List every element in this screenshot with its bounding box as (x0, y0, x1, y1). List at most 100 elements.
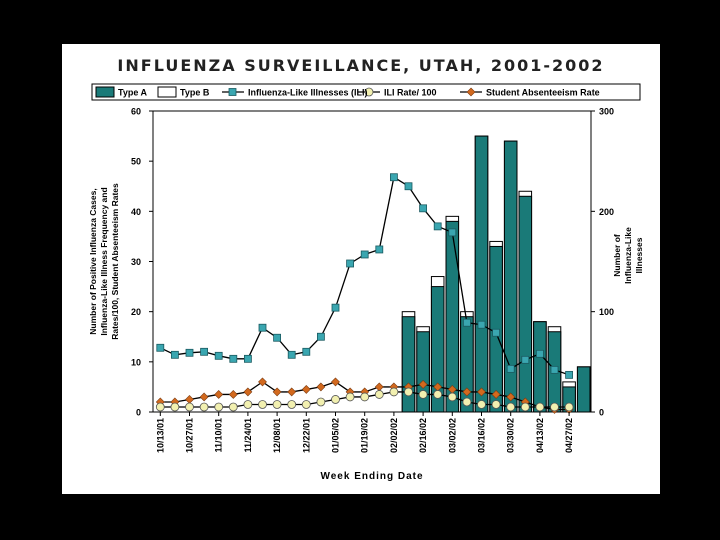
y-left-tick-label: 20 (131, 307, 141, 317)
y-left-tick-label: 10 (131, 357, 141, 367)
y-left-axis-label-line: Rates/100, Student Absenteeism Rates (110, 183, 120, 340)
ili-point (492, 328, 501, 337)
x-tick-label: 03/16/02 (477, 418, 487, 453)
ili-rate-point (316, 397, 326, 407)
ili-point (156, 343, 165, 352)
x-tick-label: 04/27/02 (564, 418, 574, 453)
legend-label: Student Absenteeism Rate (486, 88, 600, 98)
ili-point (448, 228, 457, 237)
absenteeism-point (301, 385, 311, 394)
y-right-axis-label-line: Illnesses (634, 237, 644, 273)
y-right-tick-label: 100 (599, 307, 614, 317)
bar-type-a (518, 195, 533, 413)
ili-rate-point (228, 402, 238, 412)
ili-rate-point (155, 402, 165, 412)
ili-point (506, 364, 515, 373)
x-tick-label: 01/05/02 (331, 418, 341, 453)
ili-rate-point (331, 395, 340, 404)
ili-point (550, 365, 559, 374)
ili-rate-point (360, 392, 370, 402)
x-tick-label: 11/10/01 (214, 418, 224, 453)
ili-rate-point (345, 392, 355, 402)
x-axis-label: Week Ending Date (320, 471, 423, 482)
ili-rate-point (170, 402, 180, 412)
bar-type-a (416, 331, 430, 413)
ili-point (287, 350, 296, 359)
x-tick-label: 04/13/02 (535, 418, 545, 453)
y-left-tick-label: 40 (131, 207, 141, 217)
ili-rate-point (418, 390, 428, 399)
absenteeism-point (462, 387, 472, 397)
ili-rate-point (199, 402, 209, 412)
y-right-axis-label: Number of Influenza-Like Illnesses (612, 227, 644, 284)
ili-point (565, 370, 574, 379)
ili-point (346, 259, 355, 268)
ili-rate-point (301, 400, 311, 409)
ili-rate-point (389, 387, 399, 397)
x-tick-label: 02/02/02 (389, 418, 399, 453)
bar-type-a (430, 286, 445, 413)
absenteeism-point (331, 377, 340, 387)
ili-rate-point (462, 397, 472, 407)
ili-rate-point (243, 400, 253, 409)
x-tick-label: 11/24/01 (243, 418, 253, 453)
y-left-axis-label: Number of Positive Influenza Cases, Influ… (88, 183, 120, 340)
ili-rate-point (564, 402, 574, 412)
chart-title: INFLUENZA SURVEILLANCE, UTAH, 2001-2002 (117, 56, 605, 75)
x-tick-label: 02/16/02 (418, 418, 428, 453)
ili-point (214, 351, 223, 360)
ili-point (419, 204, 428, 213)
absenteeism-point (477, 387, 486, 397)
ili-point (462, 318, 471, 327)
bar-type-a (576, 366, 591, 413)
ili-rate-point (404, 387, 413, 397)
ili-rate-point (258, 400, 267, 409)
ili-point (273, 333, 282, 342)
ili-rate-point (520, 402, 530, 412)
y-left-axis-label-line: Number of Positive Influenza Cases, (88, 188, 98, 334)
y-right-axis-label-line: Influenza-Like (623, 227, 633, 284)
absenteeism-point (287, 387, 297, 397)
ili-point (433, 222, 442, 231)
slide-frame: INFLUENZA SURVEILLANCE, UTAH, 2001-2002 … (62, 44, 660, 494)
legend-label: Type A (118, 88, 148, 98)
legend-marker-ili (228, 88, 237, 96)
bar-type-a (460, 316, 474, 413)
y-left-tick-label: 50 (131, 157, 141, 167)
legend-swatch-type-b (157, 86, 177, 98)
y-right-tick-label: 300 (599, 107, 614, 117)
ili-rate-point (550, 402, 559, 412)
x-tick-label: 03/02/02 (447, 418, 457, 453)
ili-point (200, 347, 209, 356)
x-tick-label: 12/08/01 (272, 418, 282, 453)
ili-point (316, 332, 325, 341)
ili-rate-point (272, 400, 282, 409)
ili-point (171, 350, 179, 359)
absenteeism-point (199, 392, 209, 402)
x-tick-label: 10/27/01 (185, 418, 195, 453)
absenteeism-point (228, 390, 238, 399)
absenteeism-point (506, 392, 516, 402)
legend-marker-ili-rate (364, 87, 374, 97)
y-left-axis-label-line: Influenza-Like Illness Frequency and (99, 187, 109, 335)
ili-rate-point (477, 400, 486, 409)
ili-point (243, 354, 252, 363)
bar-type-a (445, 220, 460, 413)
x-tick-label: 03/30/02 (506, 418, 516, 453)
ili-rate-point (535, 402, 545, 412)
legend-swatch-type-a (95, 86, 115, 98)
ili-point (229, 354, 238, 363)
ili-rate-point (506, 402, 516, 412)
absenteeism-point (491, 390, 501, 399)
bar-type-a (401, 316, 416, 413)
absenteeism-point (214, 390, 224, 399)
chart-canvas: Type A Type B Influenza-Like Illnesses (IL… (88, 83, 644, 482)
plot-area (152, 110, 592, 413)
ili-point (535, 349, 544, 358)
ili-point (477, 320, 486, 329)
ili-point (389, 173, 398, 182)
ili-point (360, 250, 369, 259)
y-right-axis-label-line: Number of (612, 234, 622, 277)
legend-marker-absenteeism (466, 87, 476, 97)
ili-point (302, 347, 311, 356)
